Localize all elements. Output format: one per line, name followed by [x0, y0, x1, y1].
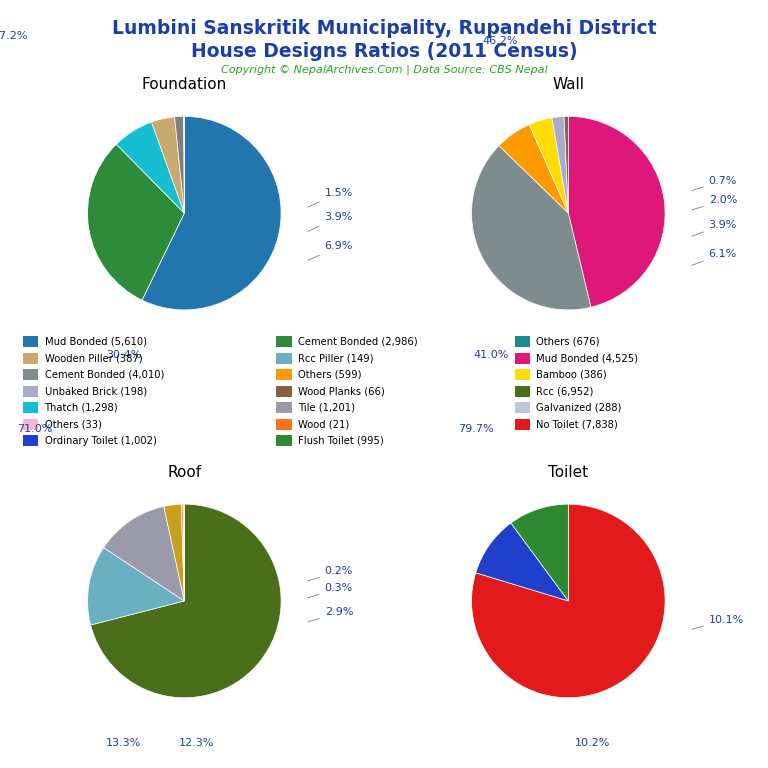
- Text: 1.5%: 1.5%: [308, 188, 353, 207]
- Text: Flush Toilet (995): Flush Toilet (995): [298, 435, 384, 446]
- Text: 0.3%: 0.3%: [308, 583, 353, 598]
- Text: 79.7%: 79.7%: [458, 424, 494, 434]
- Wedge shape: [183, 504, 184, 601]
- Text: 10.2%: 10.2%: [574, 738, 611, 748]
- Wedge shape: [104, 506, 184, 601]
- Wedge shape: [181, 505, 184, 601]
- Wedge shape: [88, 144, 184, 300]
- Text: 2.0%: 2.0%: [692, 195, 737, 210]
- Text: Mud Bonded (4,525): Mud Bonded (4,525): [536, 353, 638, 363]
- Text: Galvanized (288): Galvanized (288): [536, 402, 621, 413]
- Text: 41.0%: 41.0%: [473, 350, 508, 360]
- Text: Cement Bonded (4,010): Cement Bonded (4,010): [45, 369, 164, 380]
- Text: 71.0%: 71.0%: [17, 424, 52, 434]
- Text: Thatch (1,298): Thatch (1,298): [45, 402, 118, 413]
- Wedge shape: [529, 118, 568, 214]
- Wedge shape: [151, 117, 184, 214]
- Text: 30.4%: 30.4%: [106, 350, 141, 360]
- Text: Wooden Piller (387): Wooden Piller (387): [45, 353, 142, 363]
- Text: 0.7%: 0.7%: [692, 176, 737, 190]
- Wedge shape: [499, 124, 568, 214]
- Title: Foundation: Foundation: [141, 77, 227, 92]
- Text: Wood (21): Wood (21): [298, 419, 349, 429]
- Title: Toilet: Toilet: [548, 465, 588, 480]
- Text: 10.1%: 10.1%: [692, 614, 744, 629]
- Text: 0.2%: 0.2%: [308, 566, 353, 581]
- Text: Bamboo (386): Bamboo (386): [536, 369, 607, 380]
- Wedge shape: [472, 146, 591, 310]
- Wedge shape: [511, 504, 568, 601]
- Wedge shape: [552, 117, 568, 214]
- Text: 6.9%: 6.9%: [308, 241, 353, 260]
- Wedge shape: [472, 504, 665, 698]
- Text: Lumbini Sanskritik Municipality, Rupandehi District: Lumbini Sanskritik Municipality, Rupande…: [112, 19, 656, 38]
- Wedge shape: [564, 117, 568, 214]
- Text: 12.3%: 12.3%: [179, 738, 214, 748]
- Wedge shape: [174, 117, 184, 214]
- Text: 6.1%: 6.1%: [692, 249, 737, 266]
- Text: Tile (1,201): Tile (1,201): [298, 402, 355, 413]
- Text: 3.9%: 3.9%: [692, 220, 737, 237]
- Text: 3.9%: 3.9%: [308, 213, 353, 231]
- Wedge shape: [91, 504, 281, 697]
- Wedge shape: [88, 548, 184, 625]
- Wedge shape: [475, 523, 568, 601]
- Text: Ordinary Toilet (1,002): Ordinary Toilet (1,002): [45, 435, 157, 446]
- Wedge shape: [142, 117, 281, 310]
- Text: 2.9%: 2.9%: [308, 607, 353, 622]
- Text: Wood Planks (66): Wood Planks (66): [298, 386, 385, 396]
- Text: 46.2%: 46.2%: [483, 36, 518, 46]
- Text: 13.3%: 13.3%: [106, 738, 141, 748]
- Wedge shape: [116, 122, 184, 214]
- Wedge shape: [568, 117, 665, 307]
- Title: Wall: Wall: [552, 77, 584, 92]
- Text: House Designs Ratios (2011 Census): House Designs Ratios (2011 Census): [190, 42, 578, 61]
- Text: Cement Bonded (2,986): Cement Bonded (2,986): [298, 336, 418, 347]
- Wedge shape: [164, 505, 184, 601]
- Title: Roof: Roof: [167, 465, 201, 480]
- Text: Others (676): Others (676): [536, 336, 600, 347]
- Text: Rcc Piller (149): Rcc Piller (149): [298, 353, 373, 363]
- Text: Copyright © NepalArchives.Com | Data Source: CBS Nepal: Copyright © NepalArchives.Com | Data Sou…: [220, 65, 548, 75]
- Text: Others (599): Others (599): [298, 369, 362, 380]
- Text: Mud Bonded (5,610): Mud Bonded (5,610): [45, 336, 147, 347]
- Text: Others (33): Others (33): [45, 419, 101, 429]
- Text: Rcc (6,952): Rcc (6,952): [536, 386, 594, 396]
- Text: Unbaked Brick (198): Unbaked Brick (198): [45, 386, 147, 396]
- Text: 57.2%: 57.2%: [0, 31, 28, 41]
- Text: No Toilet (7,838): No Toilet (7,838): [536, 419, 617, 429]
